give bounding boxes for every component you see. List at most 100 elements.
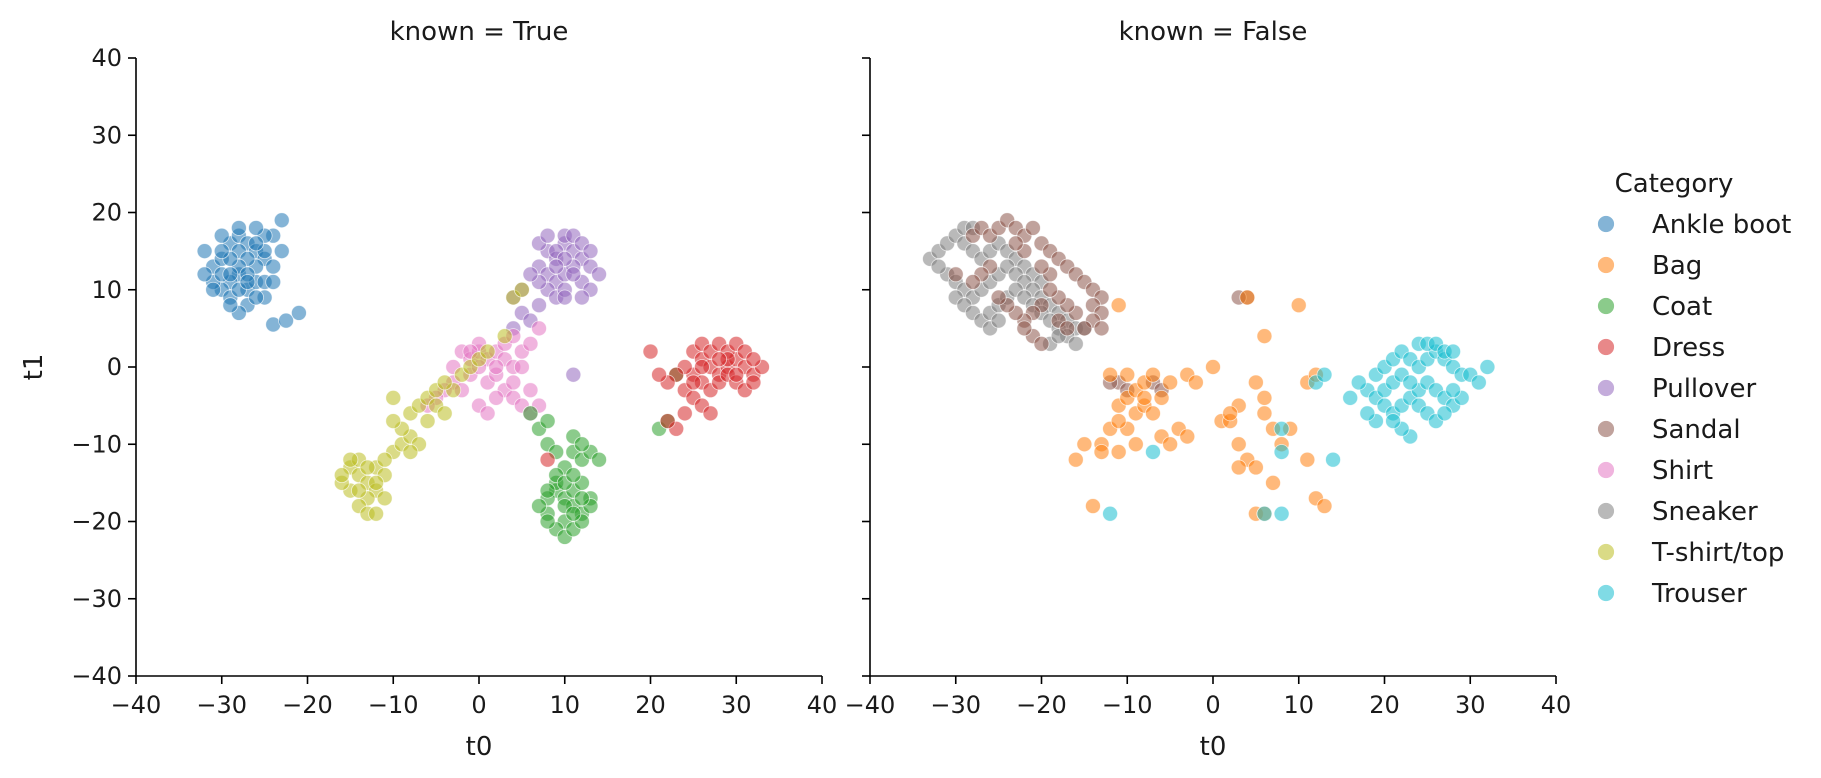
y-tick-label: 40 <box>91 44 122 72</box>
x-tick-label: 30 <box>1455 691 1486 719</box>
point-ankle-boot <box>213 243 230 260</box>
x-tick-label: 0 <box>471 691 486 719</box>
panel-2-x-axis-title: t0 <box>1200 732 1227 762</box>
point-sandal <box>1059 320 1076 337</box>
legend-marker-bag <box>1597 256 1615 274</box>
point-ankle-boot <box>291 305 307 321</box>
point-trouser <box>1359 405 1376 422</box>
point-bag <box>1256 389 1273 406</box>
point-coat <box>591 451 607 468</box>
point-dress <box>745 351 762 368</box>
point-trouser <box>1470 374 1487 391</box>
point-coat <box>531 498 547 514</box>
point-coat <box>539 513 556 530</box>
point-shirt <box>488 389 505 406</box>
point-dress <box>685 374 702 391</box>
point-ankle-boot <box>239 274 256 290</box>
legend-label-sneaker: Sneaker <box>1652 497 1758 527</box>
panel-title-known-false: known = False <box>1119 17 1308 47</box>
point-bag <box>1247 459 1264 476</box>
point-t-shirt-top <box>333 467 350 484</box>
legend-marker-ankle-boot <box>1597 215 1615 233</box>
x-tick-label: 20 <box>1369 691 1400 719</box>
point-bag <box>1256 328 1273 345</box>
panel-1-y-ticks: −40 −30 −20 −10 0 10 20 30 40 <box>71 44 136 690</box>
point-pullover <box>591 266 607 283</box>
point-bag <box>1230 459 1247 476</box>
point-ankle-boot <box>248 220 264 236</box>
point-t-shirt-top <box>376 451 393 468</box>
legend-label-dress: Dress <box>1652 333 1725 363</box>
point-dress <box>694 359 710 375</box>
point-pullover <box>531 297 547 314</box>
point-ankle-boot <box>278 312 294 329</box>
point-dress <box>745 374 762 391</box>
x-tick-label: −20 <box>282 691 333 719</box>
point-ankle-boot <box>196 266 213 283</box>
point-sandal <box>1042 281 1058 298</box>
legend-marker-t-shirt-top <box>1597 543 1615 561</box>
point-sneaker <box>930 258 947 275</box>
point-bag <box>1110 444 1127 460</box>
point-pullover <box>582 243 599 260</box>
point-bag <box>1256 405 1273 422</box>
point-ankle-boot <box>248 235 264 252</box>
panel-2-y-ticks <box>862 57 870 677</box>
point-coat <box>574 490 590 507</box>
point-shirt <box>488 359 505 375</box>
x-tick-label: 10 <box>1283 691 1314 719</box>
x-tick-label: −10 <box>368 691 419 719</box>
x-tick-label: 30 <box>721 691 752 719</box>
point-trouser <box>1385 413 1401 429</box>
legend-label-ankle-boot: Ankle boot <box>1652 210 1791 240</box>
legend: Category Ankle boot Bag Coat Dress Pullover S… <box>1597 169 1791 609</box>
point-sandal <box>965 274 981 290</box>
y-tick-label: −30 <box>71 585 122 613</box>
panel-2-points <box>922 212 1496 522</box>
point-bag <box>1145 405 1161 422</box>
point-trouser <box>1402 374 1419 391</box>
y-axis-title: t1 <box>19 354 49 381</box>
point-trouser <box>1342 389 1359 406</box>
point-sandal <box>1033 258 1050 275</box>
point-bag <box>1076 436 1093 453</box>
point-pullover <box>565 366 582 383</box>
point-pullover <box>565 266 582 283</box>
point-bag <box>1119 366 1136 383</box>
point-sneaker <box>990 312 1007 329</box>
point-bag <box>1265 474 1281 491</box>
point-pullover <box>539 227 556 244</box>
point-ankle-boot <box>248 289 264 306</box>
point-bag <box>1290 297 1307 314</box>
point-ankle-boot <box>273 243 290 260</box>
y-tick-label: 0 <box>107 353 122 381</box>
panel-1-x-axis-title: t0 <box>466 732 493 762</box>
point-trouser <box>1273 420 1290 437</box>
x-tick-label: 40 <box>807 691 838 719</box>
point-coat <box>565 467 582 484</box>
point-sandal <box>1093 320 1110 337</box>
point-t-shirt-top <box>385 413 402 429</box>
point-bag <box>1067 451 1084 468</box>
legend-label-pullover: Pullover <box>1652 374 1756 404</box>
point-trouser <box>1436 405 1453 422</box>
point-bag <box>1162 374 1179 391</box>
point-coat <box>539 413 556 429</box>
point-ankle-boot <box>222 266 239 283</box>
point-bag <box>1145 366 1161 383</box>
legend-title: Category <box>1615 169 1734 199</box>
y-tick-label: −10 <box>71 430 122 458</box>
panel-2-x-ticks: −40 −30 −20 −10 0 10 20 30 40 <box>845 676 1571 719</box>
point-t-shirt-top <box>351 482 367 499</box>
point-bag <box>1153 389 1170 406</box>
y-tick-label: 20 <box>91 199 122 227</box>
point-t-shirt-top <box>513 281 530 298</box>
point-ankle-boot <box>273 212 290 229</box>
legend-marker-dress <box>1597 338 1615 356</box>
point-bag <box>1162 436 1179 453</box>
point-bag <box>1179 428 1196 445</box>
point-bag <box>1085 498 1101 514</box>
point-t-shirt-top <box>436 374 453 391</box>
point-ankle-boot <box>265 274 282 290</box>
